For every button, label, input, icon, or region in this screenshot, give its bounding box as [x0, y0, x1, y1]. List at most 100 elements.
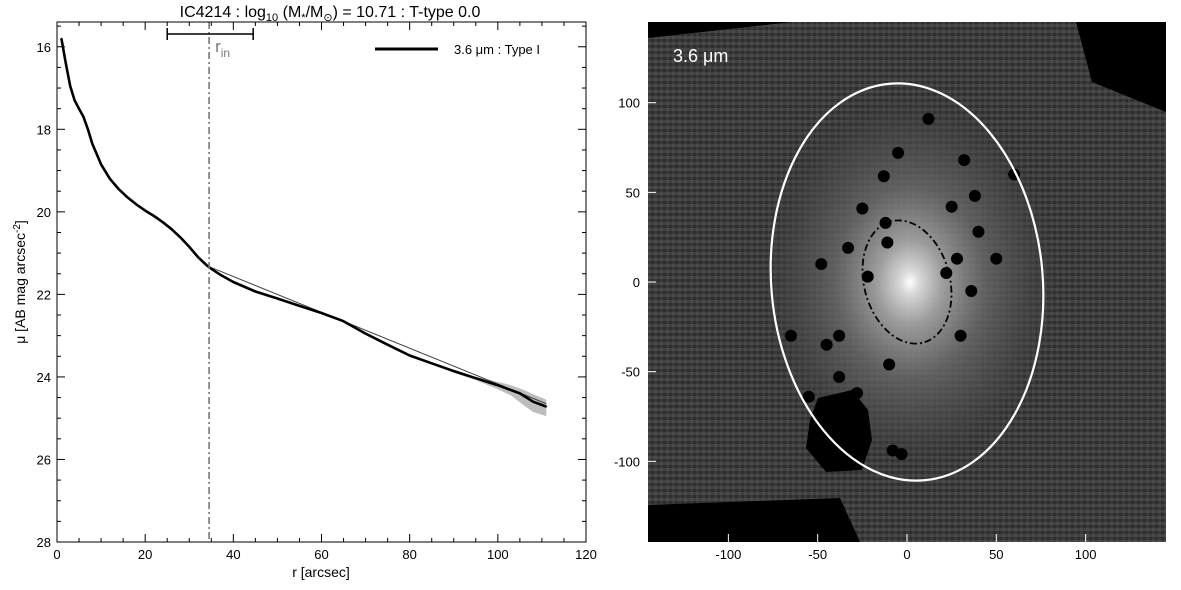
profile-point [364, 332, 367, 335]
star-mask [965, 284, 978, 297]
image-x-tick-label: -100 [715, 547, 741, 562]
x-tick-label: 100 [487, 547, 509, 562]
star-mask [815, 258, 828, 271]
image-y-tick-label: 50 [626, 185, 640, 200]
image-x-tick-label: 100 [1075, 547, 1097, 562]
x-axis-label: r [arcsec] [292, 564, 350, 580]
x-tick-label: 80 [402, 547, 416, 562]
profile-point [109, 178, 111, 180]
profile-line [60, 38, 547, 408]
profile-point [69, 85, 72, 87]
x-tick-label: 40 [226, 547, 240, 562]
profile-point [320, 312, 323, 314]
fit-line [211, 267, 547, 405]
profile-point [254, 290, 257, 293]
image-y-tick-labels: -100 -50 0 50 100 [614, 96, 640, 470]
x-tick-label: 60 [314, 547, 328, 562]
star-mask [954, 329, 967, 342]
star-mask [802, 390, 815, 403]
profile-point [206, 264, 208, 267]
image-y-tick-label: -100 [614, 454, 640, 469]
axis-ticks [56, 22, 587, 543]
star-mask [877, 170, 890, 183]
x-tick-label: 120 [575, 547, 597, 562]
star-mask [881, 236, 894, 249]
image-x-tick-label: 50 [989, 547, 1003, 562]
y-tick-label: 20 [37, 205, 51, 220]
star-mask [892, 146, 905, 159]
plot-frame [56, 21, 587, 543]
y-tick-label: 24 [37, 370, 51, 385]
masked-region [806, 390, 872, 472]
profile-point [232, 281, 235, 283]
x-tick-label: 20 [138, 547, 152, 562]
uncertainty-band [453, 369, 547, 417]
r-in-label: rin [215, 37, 230, 60]
profile-point [91, 142, 94, 145]
profile-point [342, 320, 345, 323]
star-mask [856, 202, 869, 215]
y-tick-labels: 16 18 20 22 24 26 28 [37, 40, 51, 550]
y-tick-label: 22 [37, 287, 51, 302]
profile-point [144, 209, 146, 212]
profile-point [179, 236, 182, 239]
star-mask [922, 112, 935, 125]
profile-point [408, 354, 411, 357]
galaxy-image-panel: 3.6 μm -100 -50 0 50 100 -100 -50 0 50 100 [614, 22, 1166, 562]
y-tick-label: 18 [37, 122, 51, 137]
profile-point [162, 221, 164, 223]
star-mask [820, 338, 833, 351]
profile-point [82, 116, 85, 118]
profile-point [73, 99, 76, 102]
profile-point [197, 256, 199, 259]
y-axis-label: μ [AB mag arcsec-2] [12, 220, 28, 344]
fit-line-path [211, 267, 547, 405]
star-mask [958, 154, 971, 167]
legend: 3.6 μm : Type I [375, 42, 540, 57]
star-mask [968, 189, 981, 202]
star-mask [895, 448, 908, 461]
profile-point [60, 37, 63, 40]
star-mask [990, 252, 1003, 265]
profile-chart: IC4214 : log10 (M*/M⊙) = 10.71 : T-type … [12, 4, 597, 580]
isophote-ellipses [769, 82, 1045, 482]
band-label: 3.6 μm [673, 46, 728, 66]
profile-point [298, 305, 301, 307]
image-y-tick-label: 100 [618, 96, 640, 111]
profile-point [117, 188, 120, 190]
profile-point [78, 107, 80, 110]
profile-point [153, 215, 155, 217]
image-y-tick-label: -50 [621, 365, 640, 380]
chart-title: IC4214 : log10 (M*/M⊙) = 10.71 : T-type … [180, 4, 481, 24]
star-mask [861, 270, 874, 283]
profile-point [545, 405, 548, 408]
star-mask [883, 358, 896, 371]
image-x-tick-label: -50 [808, 547, 827, 562]
image-x-tick-label: 0 [903, 547, 910, 562]
star-mask [951, 252, 964, 265]
star-mask [842, 241, 855, 254]
profile-point [519, 392, 521, 395]
profile-point [87, 128, 89, 131]
image-axis-ticks [648, 102, 1087, 542]
profile-point [170, 228, 173, 230]
inner-ellipse [861, 219, 953, 345]
image-x-tick-labels: -100 -50 0 50 100 [715, 547, 1096, 562]
profile-curve [60, 37, 548, 408]
x-tick-labels: 0 20 40 60 80 100 120 [53, 547, 596, 562]
profile-point [276, 297, 279, 300]
profile-point [219, 273, 221, 276]
outer-ellipse [769, 82, 1045, 482]
profile-point [386, 343, 389, 346]
legend-label: 3.6 μm : Type I [454, 42, 540, 57]
profile-point [532, 400, 534, 403]
star-mask [784, 329, 797, 342]
star-mask [833, 371, 846, 384]
profile-point [474, 377, 477, 379]
image-y-tick-label: 0 [633, 275, 640, 290]
profile-point [497, 384, 499, 386]
y-tick-label: 26 [37, 452, 51, 467]
profile-point [430, 362, 433, 365]
star-mask [945, 200, 958, 213]
